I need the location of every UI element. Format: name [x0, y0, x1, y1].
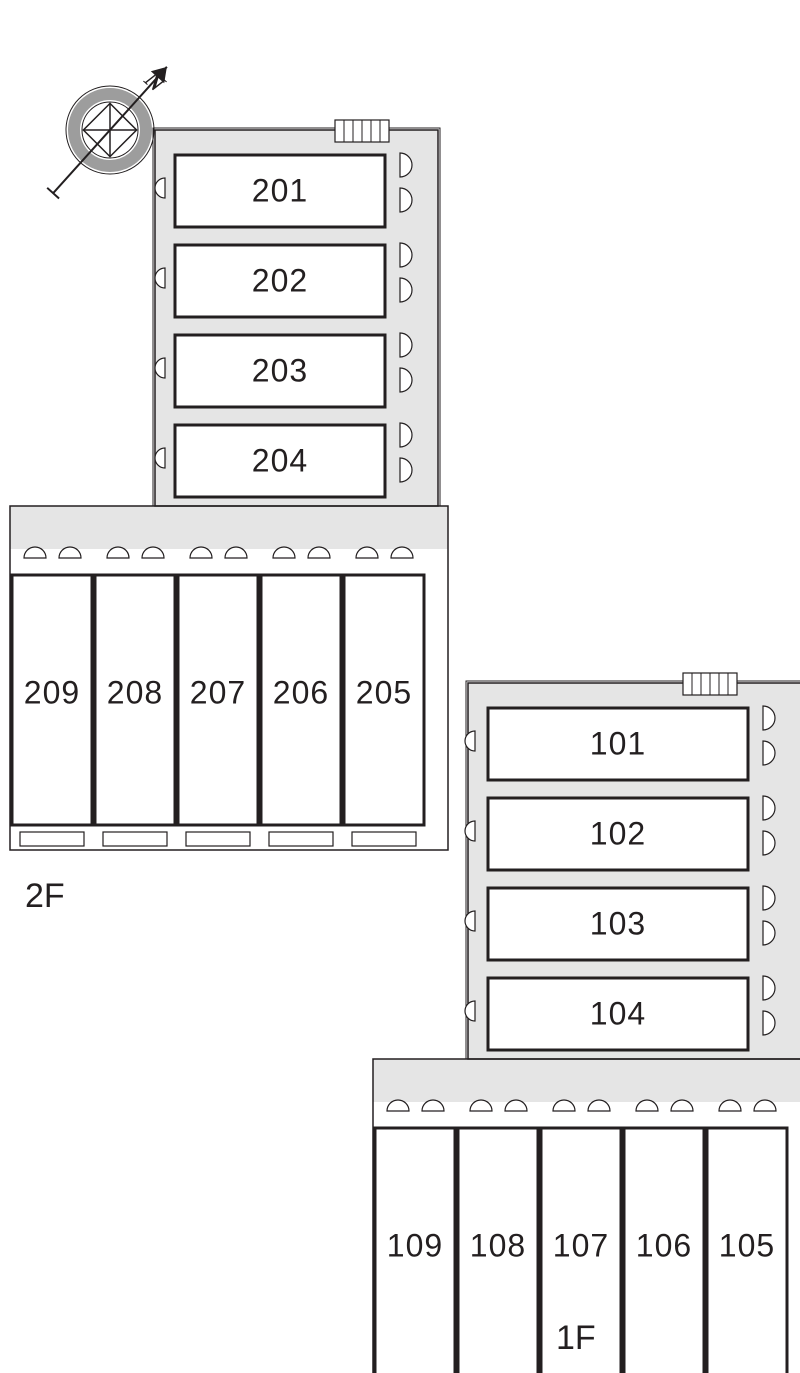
unit-label: 101	[590, 725, 646, 761]
unit-label: 208	[107, 674, 163, 710]
unit-label: 206	[273, 674, 329, 710]
balcony-icon	[186, 832, 250, 846]
unit-label: 209	[24, 674, 80, 710]
unit-label: 105	[719, 1227, 775, 1263]
unit-label: 106	[636, 1227, 692, 1263]
unit-label: 201	[252, 172, 308, 208]
balcony-icon	[20, 832, 84, 846]
unit-label: 202	[252, 262, 308, 298]
unit-label: 108	[470, 1227, 526, 1263]
floor-label-1F: 1F	[556, 1319, 596, 1357]
floor-1F: 101 102 103 104 109 108 107 106 105 1F	[373, 673, 800, 1373]
unit-label: 104	[590, 995, 646, 1031]
unit-label: 103	[590, 905, 646, 941]
compass-icon: N	[47, 66, 170, 199]
unit-label: 107	[553, 1227, 609, 1263]
balcony-icon	[352, 832, 416, 846]
unit-label: 102	[590, 815, 646, 851]
unit-label: 207	[190, 674, 246, 710]
balcony-icon	[269, 832, 333, 846]
unit-label: 203	[252, 352, 308, 388]
balcony-icon	[103, 832, 167, 846]
floor-2F: 201 202 203 204 209 208 207 206 205 2F	[10, 120, 448, 915]
unit-label: 109	[387, 1227, 443, 1263]
unit-label: 205	[356, 674, 412, 710]
floor-label-2F: 2F	[25, 877, 65, 915]
floorplan-diagram: N2012022032042092082072062052F1011021031…	[0, 0, 800, 1373]
unit-label: 204	[252, 442, 308, 478]
